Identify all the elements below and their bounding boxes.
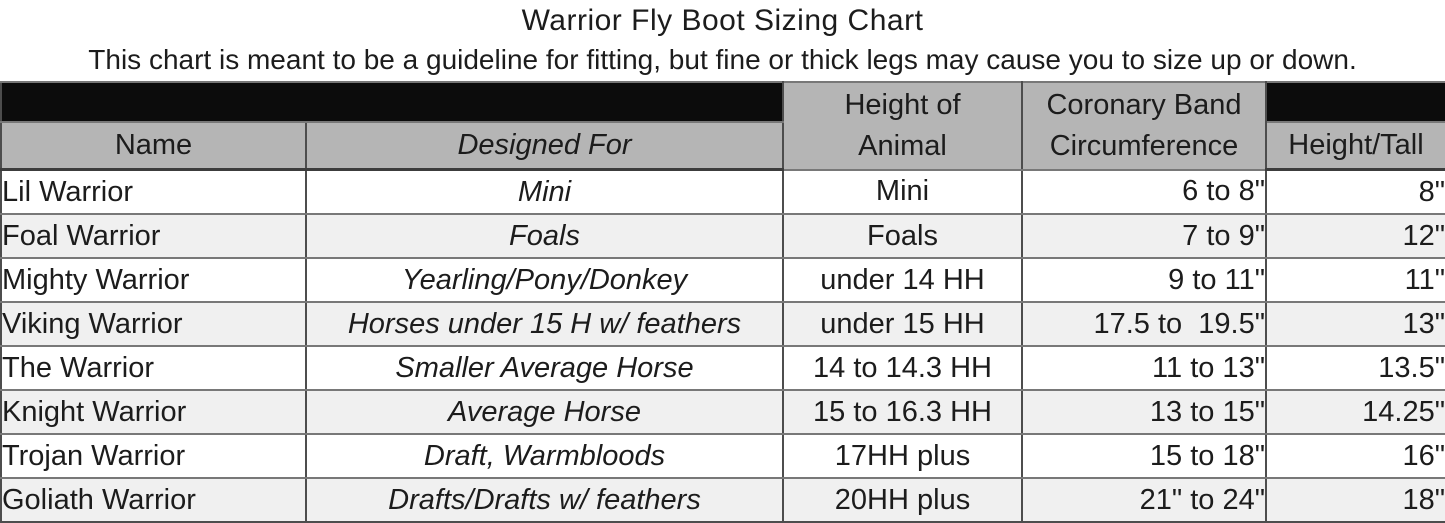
cell-coronary-band: 6 to 8" — [1021, 168, 1267, 215]
cell-coronary-band: 11 to 13" — [1021, 345, 1267, 391]
sizing-table: Height of Animal Coronary Band Circumfer… — [0, 81, 1445, 523]
header-row-top: Height of Animal Coronary Band Circumfer… — [0, 81, 1445, 171]
table-row: Mighty Warrior Yearling/Pony/Donkey unde… — [0, 257, 1445, 303]
cell-animal-height: Foals — [782, 213, 1023, 259]
cell-height-tall: 14.25" — [1265, 389, 1445, 435]
cell-coronary-band: 17.5 to 19.5" — [1021, 301, 1267, 347]
cell-height-tall: 13.5" — [1265, 345, 1445, 391]
header-black-band-left — [0, 81, 784, 123]
cell-name: Viking Warrior — [0, 301, 307, 347]
table-row: Knight Warrior Average Horse 15 to 16.3 … — [0, 389, 1445, 435]
cell-coronary-band: 15 to 18" — [1021, 433, 1267, 479]
cell-height-tall: 11" — [1265, 257, 1445, 303]
table-row: Viking Warrior Horses under 15 H w/ feat… — [0, 301, 1445, 347]
cell-name: Mighty Warrior — [0, 257, 307, 303]
cell-designed-for: Horses under 15 H w/ feathers — [305, 301, 784, 347]
table-row: Goliath Warrior Drafts/Drafts w/ feather… — [0, 477, 1445, 523]
header-cell-height-of-animal: Height of Animal — [782, 81, 1023, 171]
chart-title: Warrior Fly Boot Sizing Chart — [521, 4, 924, 37]
cell-height-tall: 12" — [1265, 213, 1445, 259]
cell-coronary-band: 9 to 11" — [1021, 257, 1267, 303]
cell-name: Lil Warrior — [0, 168, 307, 215]
cell-designed-for: Smaller Average Horse — [305, 345, 784, 391]
table-row: Foal Warrior Foals Foals 7 to 9" 12" — [0, 213, 1445, 259]
cell-designed-for: Drafts/Drafts w/ feathers — [305, 477, 784, 523]
header-black-band-right — [1265, 81, 1445, 123]
cell-designed-for: Yearling/Pony/Donkey — [305, 257, 784, 303]
chart-subtitle: This chart is meant to be a guideline fo… — [88, 44, 1357, 75]
cell-coronary-band: 13 to 15" — [1021, 389, 1267, 435]
header-cell-coronary-band: Coronary Band Circumference — [1021, 81, 1267, 171]
cell-coronary-band: 21" to 24" — [1021, 477, 1267, 523]
cell-coronary-band: 7 to 9" — [1021, 213, 1267, 259]
cell-animal-height: 20HH plus — [782, 477, 1023, 523]
header-row-bottom: Name Designed For Height/Tall — [0, 121, 1445, 171]
cell-name: Goliath Warrior — [0, 477, 307, 523]
cell-designed-for: Average Horse — [305, 389, 784, 435]
cell-name: Trojan Warrior — [0, 433, 307, 479]
cell-designed-for: Foals — [305, 213, 784, 259]
table-row: Lil Warrior Mini Mini 6 to 8" 8" — [0, 168, 1445, 215]
cell-animal-height: 15 to 16.3 HH — [782, 389, 1023, 435]
header-cell-designed-for: Designed For — [305, 121, 784, 171]
cell-animal-height: under 14 HH — [782, 257, 1023, 303]
cell-height-tall: 13" — [1265, 301, 1445, 347]
cell-animal-height: 17HH plus — [782, 433, 1023, 479]
cell-height-tall: 18" — [1265, 477, 1445, 523]
cell-height-tall: 8" — [1265, 168, 1445, 215]
cell-name: Knight Warrior — [0, 389, 307, 435]
header-cell-height-tall: Height/Tall — [1265, 121, 1445, 171]
cell-animal-height: 14 to 14.3 HH — [782, 345, 1023, 391]
cell-name: The Warrior — [0, 345, 307, 391]
header-cell-name: Name — [0, 121, 307, 171]
cell-animal-height: under 15 HH — [782, 301, 1023, 347]
cell-height-tall: 16" — [1265, 433, 1445, 479]
cell-name: Foal Warrior — [0, 213, 307, 259]
table-row: The Warrior Smaller Average Horse 14 to … — [0, 345, 1445, 391]
cell-designed-for: Draft, Warmbloods — [305, 433, 784, 479]
cell-designed-for: Mini — [305, 168, 784, 215]
table-row: Trojan Warrior Draft, Warmbloods 17HH pl… — [0, 433, 1445, 479]
cell-animal-height: Mini — [782, 168, 1023, 215]
